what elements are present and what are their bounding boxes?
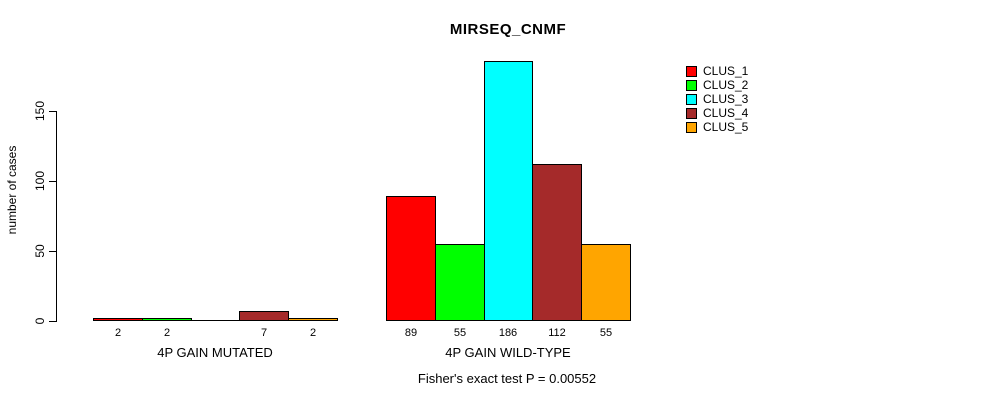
legend-swatch-clus_5 (686, 121, 697, 133)
fisher-test-annotation: Fisher's exact test P = 0.00552 (417, 371, 597, 386)
bar-value-label: 7 (260, 327, 268, 339)
legend-swatch-clus_3 (686, 93, 697, 105)
legend-label: CLUS_4 (703, 106, 749, 120)
bar-clus_5-group2 (581, 244, 631, 321)
legend-item-clus_4: CLUS_4 (686, 106, 748, 120)
bar-value-label: 186 (498, 327, 518, 339)
y-axis-tick-label: 0 (33, 317, 47, 325)
legend-item-clus_5: CLUS_5 (686, 120, 748, 134)
bar-clus_3-group2 (484, 61, 533, 321)
bar-value-label: 2 (163, 327, 171, 339)
bar-clus_5-group1 (288, 318, 338, 321)
y-axis-tick-label: 100 (33, 170, 47, 192)
legend-item-clus_3: CLUS_3 (686, 92, 748, 106)
y-axis-tick-label: 50 (33, 244, 47, 258)
legend: CLUS_1 CLUS_2 CLUS_3 CLUS_4 CLUS_5 (686, 64, 748, 134)
bar-clus_4-group1 (239, 311, 289, 321)
legend-label: CLUS_2 (703, 78, 749, 92)
legend-label: CLUS_5 (703, 120, 749, 134)
bar-value-label: 2 (114, 327, 122, 339)
x-axis-group-label: 4P GAIN MUTATED (157, 345, 273, 360)
bar-clus_1-group2 (386, 196, 436, 321)
bar-clus_2-group1 (142, 318, 192, 321)
legend-label: CLUS_3 (703, 92, 749, 106)
bar-clus_2-group2 (435, 244, 485, 321)
y-axis-tick (49, 111, 56, 112)
bar-value-label: 55 (599, 327, 613, 339)
y-axis-label: number of cases (5, 145, 19, 235)
legend-swatch-clus_2 (686, 79, 697, 91)
y-axis-tick-label: 150 (33, 100, 47, 122)
bar-clus_1-group1 (93, 318, 143, 321)
x-axis-group-label: 4P GAIN WILD-TYPE (445, 345, 571, 360)
y-axis-tick (49, 251, 56, 252)
bar-value-label: 112 (548, 327, 566, 339)
bar-value-label: 55 (453, 327, 467, 339)
group-baseline (93, 320, 337, 321)
legend-item-clus_2: CLUS_2 (686, 78, 748, 92)
chart-title: MIRSEQ_CNMF (449, 21, 567, 38)
bar-value-label: 89 (404, 327, 418, 339)
bar-value-label: 2 (309, 327, 317, 339)
legend-swatch-clus_1 (686, 65, 697, 77)
y-axis-line (56, 111, 57, 322)
y-axis-tick (49, 321, 56, 322)
legend-label: CLUS_1 (703, 64, 749, 78)
legend-item-clus_1: CLUS_1 (686, 64, 748, 78)
legend-swatch-clus_4 (686, 107, 697, 119)
bar-clus_4-group2 (532, 164, 582, 321)
y-axis-tick (49, 181, 56, 182)
